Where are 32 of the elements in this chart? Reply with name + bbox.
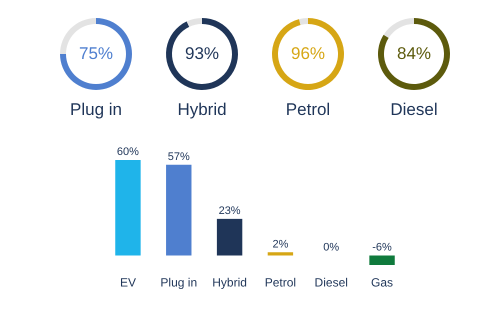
data-label: 2%: [272, 238, 289, 250]
data-label: 93%: [184, 44, 220, 63]
donut-slice: [299, 18, 308, 25]
x-tick-label: Gas: [371, 276, 394, 290]
data-label: 75%: [78, 44, 114, 63]
x-tick-label: Plug in: [160, 276, 198, 290]
donut-slice: [166, 18, 238, 90]
x-tick-label: EV: [120, 276, 136, 290]
x-tick-label: Hybrid: [212, 276, 247, 290]
data-label: 96%: [290, 44, 326, 63]
bar: [115, 160, 141, 256]
data-label: -6%: [372, 241, 392, 254]
data-label: 0%: [323, 241, 340, 254]
bar: [216, 218, 242, 256]
x-tick-label: Diesel: [314, 276, 348, 290]
text: Petrol: [286, 100, 330, 119]
x-tick-label: Petrol: [264, 276, 296, 290]
text: Hybrid: [177, 100, 227, 119]
donut-slice: [384, 18, 414, 38]
donut-slice: [186, 18, 202, 27]
data-label: 23%: [218, 204, 241, 217]
donut-slice: [60, 18, 132, 90]
donut-slice: [378, 18, 450, 90]
text: Plug in: [70, 100, 122, 119]
data-label: 60%: [116, 146, 140, 158]
text: Diesel: [390, 100, 438, 119]
donut-slice: [272, 18, 344, 90]
bar: [369, 255, 395, 265]
data-label: 84%: [396, 44, 432, 63]
data-label: 57%: [168, 150, 190, 163]
bar: [166, 164, 192, 256]
bar: [268, 252, 294, 256]
